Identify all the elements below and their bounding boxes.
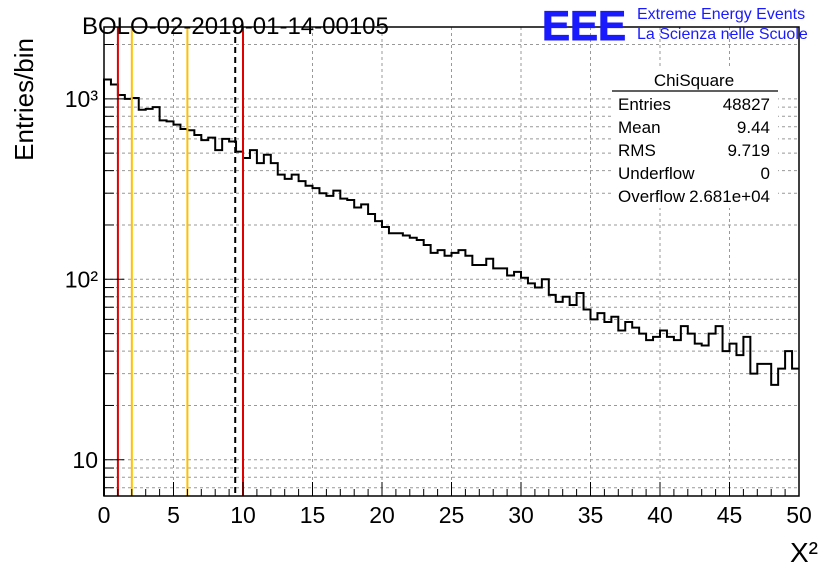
- tick-labels: 0 5 10 15 20 25 30 35 40 45 50 10 10² 10³: [65, 86, 812, 528]
- eee-logo-line1: Extreme Energy Events: [637, 6, 805, 23]
- stats-box-background: [612, 66, 778, 208]
- stats-rms-label: RMS: [618, 141, 656, 160]
- x-tick-label: 50: [786, 502, 812, 528]
- stats-mean-label: Mean: [618, 118, 661, 137]
- stats-mean-value: 9.44: [737, 118, 770, 137]
- x-tick-label: 0: [98, 502, 111, 528]
- stats-entries-value: 48827: [723, 95, 770, 114]
- stats-rms-value: 9.719: [727, 141, 770, 160]
- y-axis-label: Entries/bin: [9, 38, 39, 161]
- y-tick-label: 10: [72, 447, 98, 473]
- x-tick-label: 30: [508, 502, 534, 528]
- eee-logo-line2: La Scienza nelle Scuole: [637, 26, 808, 43]
- chart-title: BOLO-02-2019-01-14-00105: [82, 13, 389, 40]
- x-tick-label: 40: [647, 502, 673, 528]
- x-axis-label: X²: [790, 537, 818, 568]
- stats-overflow-value: 2.681e+04: [689, 187, 770, 206]
- x-tick-label: 45: [717, 502, 743, 528]
- grid: [104, 27, 799, 496]
- stats-entries-label: Entries: [618, 95, 671, 114]
- x-tick-label: 5: [167, 502, 180, 528]
- eee-logo: EEE Extreme Energy Events La Scienza nel…: [542, 2, 808, 50]
- eee-logo-mark: EEE: [542, 2, 626, 49]
- axis-ticks: [103, 43, 800, 496]
- histogram-line: [103, 78, 799, 496]
- y-tick-label: 10²: [65, 266, 99, 292]
- stats-overflow-label: Overflow: [618, 187, 686, 206]
- stats-box-title: ChiSquare: [654, 71, 734, 90]
- x-tick-label: 35: [578, 502, 604, 528]
- x-tick-label: 10: [230, 502, 256, 528]
- x-tick-label: 25: [439, 502, 465, 528]
- x-tick-label: 15: [300, 502, 326, 528]
- y-tick-label: 10³: [65, 86, 99, 112]
- stats-underflow-value: 0: [761, 164, 770, 183]
- stats-box: ChiSquare Entries 48827 Mean 9.44 RMS 9.…: [612, 66, 778, 208]
- stats-underflow-label: Underflow: [618, 164, 695, 183]
- marker-lines: [116, 27, 244, 496]
- x-tick-label: 20: [369, 502, 395, 528]
